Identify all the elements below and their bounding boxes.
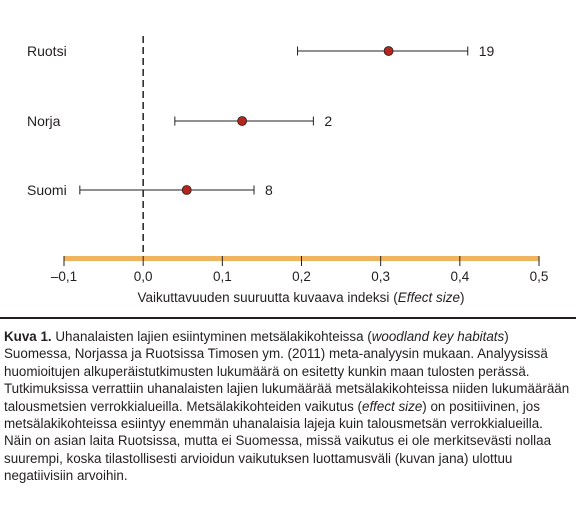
caption-text: Kuva 1. Uhanalaisten lajien esiintyminen… bbox=[4, 328, 570, 485]
x-tick-label: 0,5 bbox=[530, 269, 549, 284]
forest-plot: –0,1 0,0 0,1 0,2 0,3 0,4 0,5 Ruotsi 19 Norja 2 Suo… bbox=[27, 36, 549, 305]
row-label: Suomi bbox=[27, 182, 67, 198]
caption-divider bbox=[0, 317, 576, 319]
effect-point bbox=[383, 46, 394, 56]
caption-part-3: ) on positiivinen, jos metsälakikohteiss… bbox=[4, 398, 552, 484]
figure-caption: Kuva 1. Uhanalaisten lajien esiintyminen… bbox=[4, 328, 570, 485]
x-tick-label: 0,4 bbox=[450, 269, 469, 284]
x-tick-label: 0,3 bbox=[371, 269, 390, 284]
x-tick-label: 0,0 bbox=[134, 269, 153, 284]
x-tick-label: –0,1 bbox=[51, 269, 77, 284]
caption-em-1: woodland key habitats bbox=[371, 329, 505, 344]
caption-part-1: Uhanalaisten lajien esiintyminen metsäla… bbox=[55, 329, 372, 344]
effect-point bbox=[237, 116, 248, 126]
row-label: Ruotsi bbox=[27, 43, 67, 59]
x-axis-label-em: Effect size bbox=[398, 290, 460, 305]
x-axis-label: Vaikuttavuuden suuruutta kuvaava indeksi… bbox=[138, 290, 465, 305]
row-label: Norja bbox=[27, 113, 61, 129]
x-tick-label: 0,1 bbox=[213, 269, 232, 284]
forest-row: Suomi 8 bbox=[27, 182, 273, 198]
caption-label: Kuva 1. bbox=[4, 329, 52, 344]
forest-row: Norja 2 bbox=[27, 113, 332, 129]
study-count-label: 19 bbox=[479, 43, 495, 59]
caption-em-2: effect size bbox=[362, 398, 423, 414]
forest-row: Ruotsi 19 bbox=[27, 43, 495, 59]
forest-rows: Ruotsi 19 Norja 2 Suomi 8 bbox=[27, 43, 495, 198]
study-count-label: 2 bbox=[324, 113, 332, 129]
x-tick-label: 0,2 bbox=[292, 269, 311, 284]
effect-point bbox=[181, 185, 192, 195]
x-axis-ticks: –0,1 0,0 0,1 0,2 0,3 0,4 0,5 bbox=[51, 256, 549, 284]
study-count-label: 8 bbox=[265, 182, 273, 198]
caption-part-2: ) Suomessa, Norjassa ja Ruotsissa Timose… bbox=[4, 329, 570, 414]
